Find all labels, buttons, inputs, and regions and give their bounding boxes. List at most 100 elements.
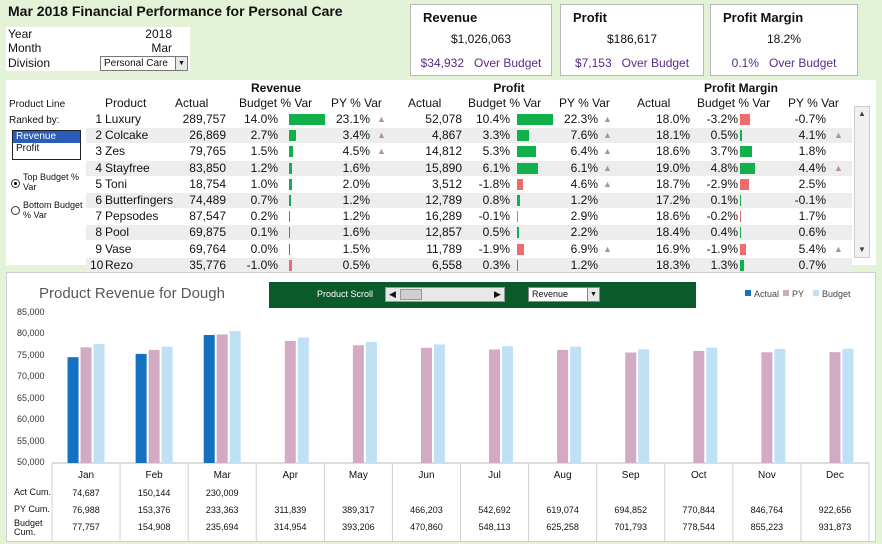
product-cell: Butterfingers: [105, 193, 174, 207]
budget-cum-value: 701,793: [614, 522, 647, 532]
budget-cum-value: 470,860: [410, 522, 443, 532]
kpi-revenue-variance-value: $34,932: [420, 56, 464, 70]
kpi-profit-variance-value: $7,153: [574, 56, 612, 70]
radio-top-budget[interactable]: [11, 179, 20, 188]
profit-py-var-cell: 4.6%: [570, 176, 598, 191]
scroll-up-icon[interactable]: ▲: [858, 109, 866, 118]
chevron-down-icon[interactable]: ▼: [175, 57, 187, 70]
metric-dropdown[interactable]: Revenue ▼: [528, 287, 600, 302]
rank-option-revenue[interactable]: Revenue: [13, 131, 80, 143]
x-tick-label: Apr: [282, 470, 299, 481]
budget-var-bar: [289, 195, 291, 206]
scroll-down-icon[interactable]: ▼: [858, 245, 866, 254]
scroll-left-icon[interactable]: ◀: [389, 289, 396, 299]
revenue-actual-cell: 74,489: [189, 193, 226, 207]
x-tick-label: Jan: [77, 470, 95, 481]
budget-var-bar: [517, 243, 524, 255]
margin-actual-cell: 16.9%: [655, 241, 690, 256]
bar-py-may: [352, 345, 364, 463]
kpi-profit-margin: Profit Margin 18.2% 0.1% Over Budget: [710, 4, 858, 76]
margin-budget-var-cell: 3.7%: [710, 144, 738, 159]
kpi-margin-value: 18.2%: [766, 32, 802, 46]
x-tick-label: May: [348, 470, 368, 481]
profit-py-var-cell: 6.4%: [570, 144, 598, 159]
revenue-actual-cell: 69,875: [189, 225, 226, 240]
revenue-budget-var-cell: 0.7%: [250, 193, 278, 207]
x-tick-label: Oct: [691, 470, 707, 481]
scroll-right-icon[interactable]: ▶: [494, 289, 501, 299]
bar-budget-apr: [297, 337, 309, 463]
chevron-down-icon[interactable]: ▼: [587, 288, 599, 301]
budget-var-bar: [740, 114, 751, 125]
division-dropdown[interactable]: Personal Care ▼: [100, 56, 188, 71]
revenue-actual-cell: 35,776: [189, 257, 226, 272]
rank-cell: 3: [95, 144, 102, 159]
py-cum-value: 922,656: [818, 505, 852, 515]
col-pm-actual: Actual: [637, 96, 671, 110]
y-tick-label: 70,000: [17, 371, 45, 382]
product-table: Revenue Profit Profit Margin Product Act…: [6, 80, 876, 273]
rank-option-profit[interactable]: Profit: [16, 143, 40, 154]
chart-controls: Product Scroll ◀ ▶ Revenue ▼: [269, 282, 696, 308]
margin-py-var-cell: 4.1%: [798, 128, 826, 143]
scroll-thumb[interactable]: [400, 289, 422, 300]
profit-budget-var-cell: 3.3%: [482, 128, 510, 143]
py-cum-value: 619,074: [546, 505, 579, 515]
act-cum-label: Act Cum.: [14, 487, 52, 497]
bar-budget-nov: [774, 348, 786, 463]
product-scroll-label: Product Scroll: [317, 289, 374, 299]
product-line-label: Product Line: [9, 99, 66, 110]
rank-listbox[interactable]: Revenue Profit: [12, 130, 81, 160]
month-label: Month: [8, 41, 42, 55]
profit-py-var-cell: 1.2%: [570, 193, 598, 207]
profit-budget-var-cell: 0.8%: [482, 193, 510, 207]
ranked-by-label: Ranked by:: [9, 115, 60, 126]
budget-cum-value: 931,873: [818, 522, 852, 532]
product-cell: Pool: [105, 225, 130, 240]
col-product: Product: [105, 96, 147, 110]
bar-budget-jul: [502, 346, 514, 463]
profit-actual-cell: 12,857: [425, 225, 462, 240]
profit-actual-cell: 15,890: [425, 160, 462, 175]
page-title: Mar 2018 Financial Performance for Perso…: [8, 3, 343, 19]
budget-var-bar: [740, 146, 752, 158]
col-pro-py-var: PY % Var: [559, 96, 610, 110]
trend-up-icon: ▲: [834, 130, 843, 141]
bar-budget-feb: [161, 346, 173, 463]
table-scrollbar[interactable]: ▲ ▼: [854, 106, 870, 258]
margin-actual-cell: 18.0%: [655, 112, 690, 126]
profit-actual-cell: 4,867: [431, 128, 462, 143]
profit-py-var-cell: 2.9%: [570, 209, 598, 224]
year-value[interactable]: 2018: [145, 27, 172, 41]
legend-swatch: [783, 290, 789, 296]
bar-budget-mar: [229, 331, 241, 463]
col-rev-py-var: PY % Var: [331, 96, 382, 110]
radio-bottom-budget-label: Bottom Budget % Var: [23, 200, 83, 220]
x-tick-label: Sep: [621, 470, 640, 481]
rank-cell: 10: [90, 257, 104, 272]
rank-cell: 6: [95, 193, 102, 207]
x-tick-label: Jun: [418, 470, 435, 481]
x-tick-label: Jul: [488, 470, 501, 481]
trend-up-icon: ▲: [377, 146, 386, 157]
budget-var-bar: [289, 162, 293, 174]
table-row: 10 Rezo 35,776 -1.0% 0.5% 6,558 0.3% 1.2% 18.3% 1…: [86, 257, 852, 273]
month-value[interactable]: Mar: [151, 41, 172, 55]
margin-py-var-cell: 5.4%: [798, 241, 826, 256]
margin-actual-cell: 18.4%: [655, 225, 690, 240]
bar-budget-oct: [706, 347, 718, 463]
bar-budget-jun: [433, 344, 445, 463]
y-tick-label: 60,000: [17, 414, 45, 425]
bar-py-apr: [284, 340, 296, 463]
legend-swatch: [745, 290, 751, 296]
act-cum-value: 230,009: [205, 488, 239, 498]
radio-bottom-budget[interactable]: [11, 206, 20, 215]
rank-cell: 5: [95, 176, 102, 191]
product-scrollbar[interactable]: ◀ ▶: [385, 287, 505, 302]
product-cell: Rezo: [105, 257, 134, 272]
parameters-panel: Year 2018 Month Mar Division Personal Ca…: [6, 27, 190, 71]
bar-budget-jan: [93, 344, 105, 463]
table-row: 1 Luxury 289,757 14.0% 23.1% 52,078 10.4% 22.3%…: [86, 112, 852, 127]
bar-budget-dec: [842, 348, 854, 463]
bar-py-dec: [829, 352, 841, 463]
